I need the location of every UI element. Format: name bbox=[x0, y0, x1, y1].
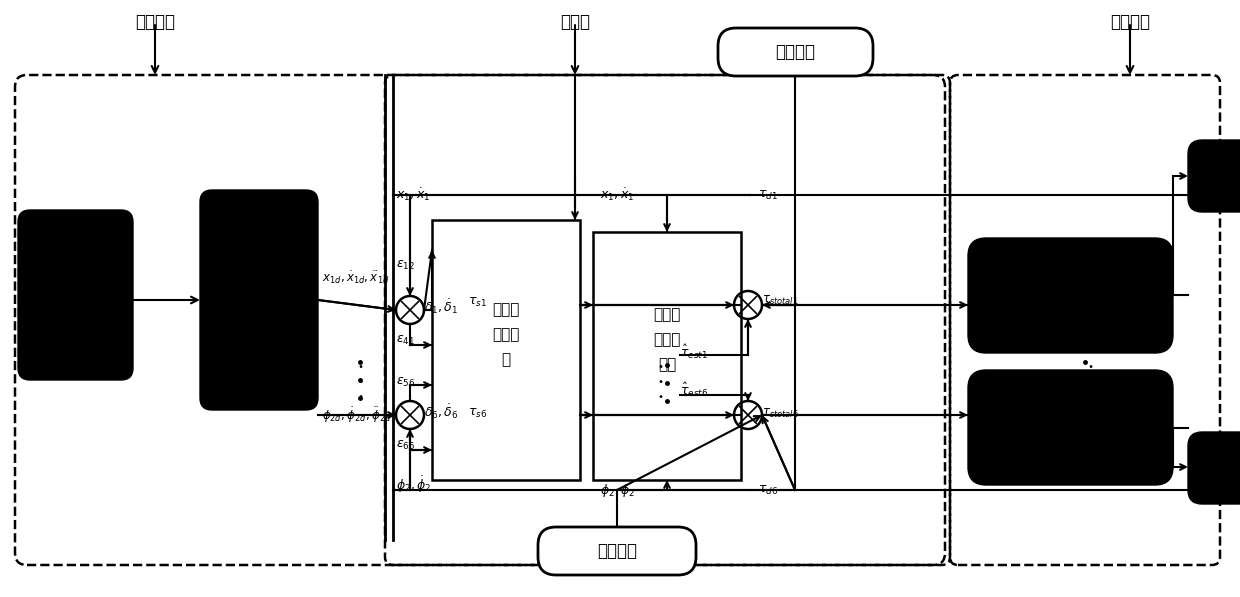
Text: $x_1,\dot{x}_1$: $x_1,\dot{x}_1$ bbox=[396, 187, 430, 204]
Text: $\bullet$: $\bullet$ bbox=[357, 375, 363, 385]
Text: 外界干扰: 外界干扰 bbox=[775, 43, 815, 61]
Bar bbox=[432, 220, 580, 480]
Text: $\tau_{stotal6}$: $\tau_{stotal6}$ bbox=[763, 407, 799, 420]
Text: $\tau_{s6}$: $\tau_{s6}$ bbox=[467, 407, 487, 420]
Text: 混联机构: 混联机构 bbox=[1110, 13, 1149, 31]
Text: $\bullet$: $\bullet$ bbox=[357, 390, 363, 400]
FancyBboxPatch shape bbox=[1188, 432, 1240, 504]
Text: $\bullet$: $\bullet$ bbox=[1086, 375, 1094, 385]
Text: $\phi_{2d},\dot{\phi}_{2d},\ddot{\phi}_{2d}$: $\phi_{2d},\dot{\phi}_{2d},\ddot{\phi}_{… bbox=[322, 405, 392, 424]
Text: 扰动观: 扰动观 bbox=[653, 333, 681, 347]
Text: $\phi_2,\dot{\phi}_2$: $\phi_2,\dot{\phi}_2$ bbox=[600, 480, 636, 500]
Text: $\varepsilon_{65}$: $\varepsilon_{65}$ bbox=[396, 438, 415, 451]
Text: $\bullet$: $\bullet$ bbox=[657, 375, 663, 385]
FancyBboxPatch shape bbox=[718, 28, 873, 76]
Text: $\tau_{d6}$: $\tau_{d6}$ bbox=[758, 484, 777, 497]
Text: 器: 器 bbox=[501, 352, 511, 368]
Text: $\varepsilon_{56}$: $\varepsilon_{56}$ bbox=[396, 376, 415, 389]
FancyBboxPatch shape bbox=[538, 527, 696, 575]
Text: $\tau_{stotal1}$: $\tau_{stotal1}$ bbox=[763, 294, 799, 306]
FancyBboxPatch shape bbox=[1188, 140, 1240, 212]
Text: 非线性: 非线性 bbox=[653, 307, 681, 322]
Bar bbox=[593, 232, 742, 480]
Text: $\bullet$: $\bullet$ bbox=[1086, 390, 1094, 400]
Text: $\varepsilon_{41}$: $\varepsilon_{41}$ bbox=[396, 334, 415, 346]
Text: $\delta_1,\dot{\delta}_1$: $\delta_1,\dot{\delta}_1$ bbox=[424, 298, 459, 316]
FancyBboxPatch shape bbox=[968, 238, 1173, 353]
Text: $\tau_{s1}$: $\tau_{s1}$ bbox=[467, 296, 487, 309]
Text: 同步滑: 同步滑 bbox=[492, 303, 520, 318]
Text: $x_{1d},\dot{x}_{1d},\ddot{x}_{1d}$: $x_{1d},\dot{x}_{1d},\ddot{x}_{1d}$ bbox=[322, 270, 389, 287]
Text: $\bullet$: $\bullet$ bbox=[657, 360, 663, 370]
Text: $\bullet$: $\bullet$ bbox=[657, 390, 663, 400]
Text: $\hat{\tau}_{est1}$: $\hat{\tau}_{est1}$ bbox=[680, 343, 708, 361]
Text: $\bullet$: $\bullet$ bbox=[1086, 360, 1094, 370]
Text: $\delta_6,\dot{\delta}_6$: $\delta_6,\dot{\delta}_6$ bbox=[424, 403, 459, 421]
FancyBboxPatch shape bbox=[968, 370, 1173, 485]
Text: 系统输入: 系统输入 bbox=[135, 13, 175, 31]
Text: $\phi_2,\dot{\phi}_2$: $\phi_2,\dot{\phi}_2$ bbox=[396, 475, 432, 496]
Text: $\varepsilon_{12}$: $\varepsilon_{12}$ bbox=[396, 259, 415, 272]
FancyBboxPatch shape bbox=[200, 190, 317, 410]
FancyBboxPatch shape bbox=[19, 210, 133, 380]
Text: $\tau_{d1}$: $\tau_{d1}$ bbox=[758, 189, 777, 202]
Text: 控制器: 控制器 bbox=[560, 13, 590, 31]
Text: $\bullet$: $\bullet$ bbox=[357, 360, 363, 370]
Text: 模控制: 模控制 bbox=[492, 328, 520, 343]
Text: $\hat{\tau}_{est6}$: $\hat{\tau}_{est6}$ bbox=[680, 381, 708, 399]
Text: 外界干扰: 外界干扰 bbox=[596, 542, 637, 560]
Text: 测器: 测器 bbox=[658, 358, 676, 373]
Text: $x_1,\dot{x}_1$: $x_1,\dot{x}_1$ bbox=[600, 187, 635, 204]
